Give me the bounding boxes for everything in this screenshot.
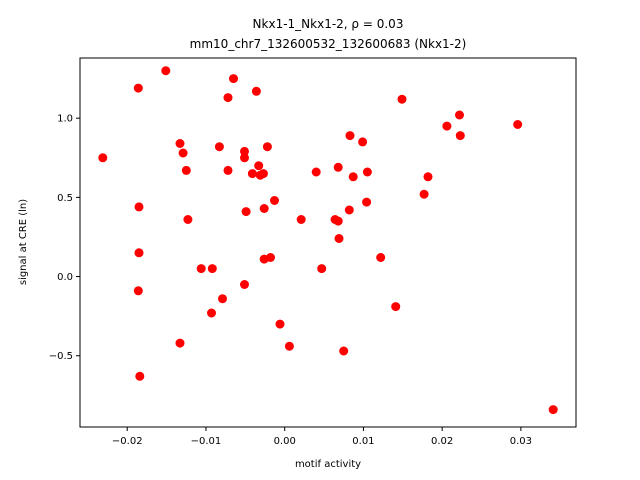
- data-point-55: [442, 121, 452, 131]
- data-point-10: [183, 215, 193, 224]
- data-point-16: [218, 294, 227, 304]
- x-tick-label: −0.02: [112, 436, 143, 447]
- data-point-22: [241, 207, 251, 217]
- data-point-38: [317, 264, 327, 274]
- data-point-14: [207, 308, 216, 318]
- data-point-25: [251, 86, 261, 96]
- y-tick-label: −0.5: [49, 351, 73, 362]
- data-point-11: [175, 338, 185, 348]
- data-point-4: [133, 286, 143, 296]
- y-tick-label: 0.5: [57, 193, 73, 204]
- chart-title: Nkx1-1_Nkx1-2, ρ = 0.03: [253, 17, 404, 31]
- data-point-9: [181, 165, 191, 175]
- data-point-0: [98, 153, 108, 163]
- y-axis-label: signal at CRE (ln): [18, 199, 29, 285]
- data-point-36: [296, 215, 306, 224]
- x-tick-label: 0.03: [510, 436, 532, 447]
- x-tick-label: 0.00: [274, 436, 296, 447]
- data-point-1: [133, 83, 143, 93]
- x-tick-label: −0.01: [191, 436, 222, 447]
- data-point-13: [207, 264, 217, 274]
- data-point-49: [362, 167, 372, 177]
- data-point-35: [284, 341, 294, 351]
- data-point-17: [223, 93, 233, 103]
- data-point-8: [178, 148, 188, 158]
- data-point-41: [333, 216, 343, 226]
- x-tick-label: 0.02: [431, 436, 453, 447]
- data-point-32: [266, 253, 275, 262]
- data-point-48: [362, 197, 372, 207]
- y-axis-label-text: signal at CRE (ln): [18, 199, 29, 285]
- data-point-56: [455, 110, 464, 120]
- plot-frame: [79, 57, 577, 428]
- data-point-47: [358, 137, 368, 147]
- data-point-37: [311, 167, 321, 177]
- data-point-20: [240, 146, 249, 156]
- data-point-33: [270, 196, 279, 205]
- x-axis-ticks: −0.02 −0.01 0.00 0.01 0.02 0.03: [112, 427, 532, 447]
- data-point-29: [259, 204, 269, 213]
- data-point-23: [240, 280, 249, 289]
- data-point-43: [339, 346, 349, 356]
- data-point-18: [223, 165, 233, 175]
- data-point-19: [229, 74, 238, 84]
- data-point-2: [134, 202, 144, 212]
- data-point-50: [376, 253, 386, 262]
- x-axis-label: motif activity: [295, 459, 361, 470]
- data-point-54: [423, 172, 433, 182]
- data-point-45: [345, 131, 355, 141]
- data-point-46: [348, 172, 358, 182]
- x-tick-label: 0.01: [352, 436, 374, 447]
- data-point-12: [196, 264, 206, 274]
- data-point-31: [262, 142, 272, 152]
- data-point-42: [334, 234, 344, 243]
- data-point-21: [240, 153, 249, 163]
- y-axis-ticks: −0.5 0.0 0.5 1.0: [49, 114, 80, 362]
- data-point-3: [134, 248, 144, 258]
- data-point-26: [254, 161, 264, 171]
- chart-subtitle: mm10_chr7_132600532_132600683 (Nkx1-2): [190, 37, 467, 51]
- y-tick-label: 0.0: [57, 272, 73, 283]
- data-point-6: [161, 66, 171, 76]
- data-points: [98, 66, 558, 415]
- data-point-53: [419, 189, 429, 199]
- data-point-44: [344, 205, 354, 215]
- data-point-59: [548, 405, 558, 415]
- data-point-24: [247, 169, 257, 179]
- data-point-28: [258, 169, 268, 179]
- data-point-57: [455, 131, 465, 141]
- data-point-7: [175, 139, 185, 148]
- data-point-58: [513, 120, 523, 129]
- data-point-52: [397, 94, 407, 104]
- data-point-51: [391, 302, 401, 312]
- data-point-5: [135, 371, 145, 381]
- data-point-15: [214, 142, 224, 152]
- data-point-40: [333, 162, 343, 172]
- y-tick-label: 1.0: [57, 114, 73, 125]
- data-point-34: [275, 319, 285, 329]
